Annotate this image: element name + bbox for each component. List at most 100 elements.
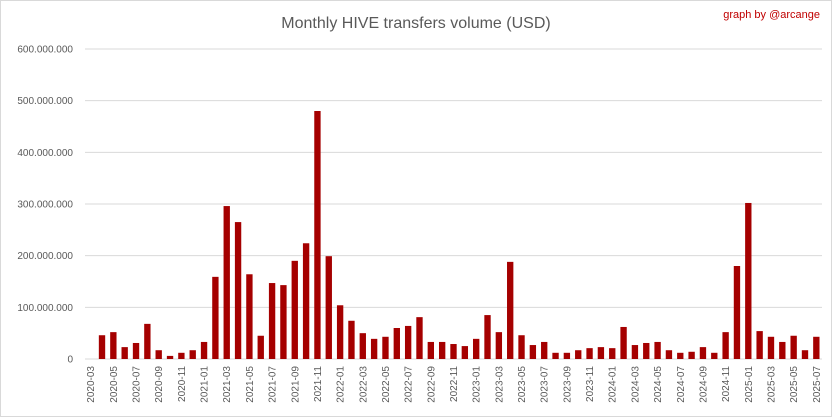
- bar: [257, 335, 264, 359]
- bar: [404, 325, 412, 359]
- bar: [382, 336, 389, 359]
- bar: [733, 266, 741, 359]
- bar: [711, 352, 718, 359]
- bar: [166, 355, 174, 359]
- bar: [654, 341, 661, 359]
- bar: [132, 342, 140, 359]
- bar: [234, 222, 242, 359]
- x-tick-label: 2024-07: [676, 366, 687, 403]
- x-tick-label: 2023-07: [540, 366, 551, 403]
- bar: [495, 332, 503, 359]
- bar: [212, 276, 219, 359]
- bar: [438, 341, 446, 359]
- x-tick-label: 2022-09: [426, 366, 437, 403]
- bar: [541, 341, 548, 359]
- bar: [722, 332, 729, 359]
- x-tick-label: 2020-07: [132, 366, 143, 403]
- bar: [699, 347, 707, 359]
- bar: [280, 285, 287, 359]
- y-tick-label: 500.000.000: [17, 96, 73, 107]
- bar: [246, 274, 253, 359]
- bar: [552, 352, 559, 359]
- x-tick-label: 2025-01: [744, 366, 755, 403]
- bar: [416, 317, 423, 359]
- bar: [144, 323, 151, 359]
- bar: [756, 331, 763, 359]
- bar: [336, 305, 344, 359]
- x-tick-label: 2024-09: [698, 366, 709, 403]
- y-tick-label: 400.000.000: [17, 148, 73, 159]
- x-tick-label: 2021-11: [313, 366, 324, 402]
- y-tick-label: 100.000.000: [17, 303, 73, 314]
- x-tick-label: 2024-03: [630, 366, 641, 403]
- x-tick-label: 2025-07: [812, 366, 823, 403]
- x-tick-label: 2020-11: [177, 366, 188, 402]
- x-tick-label: 2021-05: [245, 366, 256, 403]
- bar: [393, 328, 400, 359]
- bar: [745, 202, 752, 359]
- x-tick-label: 2023-01: [472, 366, 483, 403]
- bar: [484, 315, 491, 359]
- bar: [790, 335, 797, 359]
- x-tick-label: 2022-07: [404, 366, 415, 403]
- x-tick-label: 2020-09: [154, 366, 165, 403]
- bar: [620, 326, 627, 359]
- bar: [314, 111, 321, 359]
- bar: [609, 348, 616, 359]
- bar: [586, 348, 593, 359]
- bar: [110, 332, 117, 359]
- bar: [359, 333, 366, 359]
- bar: [461, 346, 469, 359]
- x-tick-label: 2022-01: [336, 366, 347, 403]
- bar: [665, 350, 673, 359]
- bar: [677, 352, 684, 359]
- bar: [813, 336, 820, 359]
- bar: [631, 345, 639, 359]
- chart-title: Monthly HIVE transfers volume (USD): [281, 15, 550, 32]
- bar: [518, 335, 525, 359]
- bar: [643, 342, 650, 359]
- bar: [302, 243, 310, 359]
- x-tick-label: 2022-03: [358, 366, 369, 403]
- bar: [348, 320, 355, 359]
- x-tick-label: 2021-09: [290, 366, 301, 403]
- bar: [370, 338, 378, 359]
- bar: [223, 206, 230, 359]
- x-tick-label: 2022-11: [449, 366, 460, 402]
- x-tick-label: 2021-01: [200, 366, 211, 403]
- bar: [155, 350, 162, 359]
- y-tick-label: 0: [67, 355, 73, 366]
- bar: [575, 350, 582, 359]
- bar: [507, 261, 514, 359]
- bar: [597, 347, 605, 359]
- x-tick-label: 2024-01: [608, 366, 619, 403]
- x-tick-label: 2020-03: [86, 366, 97, 403]
- x-tick-label: 2021-07: [268, 366, 279, 403]
- x-tick-label: 2025-03: [766, 366, 777, 403]
- bar: [325, 256, 332, 359]
- bar: [268, 283, 276, 359]
- bar: [291, 260, 298, 359]
- x-tick-label: 2023-03: [494, 366, 505, 403]
- bar: [189, 350, 196, 359]
- x-tick-label: 2023-05: [517, 366, 528, 403]
- x-tick-label: 2021-03: [222, 366, 233, 403]
- x-tick-label: 2024-05: [653, 366, 664, 403]
- x-tick-label: 2023-11: [585, 366, 596, 402]
- y-tick-label: 300.000.000: [17, 200, 73, 211]
- bar: [473, 338, 480, 359]
- bar: [178, 352, 185, 359]
- bar: [98, 335, 106, 359]
- x-tick-label: 2025-05: [789, 366, 800, 403]
- bar: [688, 351, 695, 359]
- credit: graph by @arcange: [723, 9, 820, 21]
- y-tick-label: 600.000.000: [17, 45, 73, 56]
- bar: [563, 352, 571, 359]
- bar: [427, 341, 434, 359]
- x-tick-label: 2022-05: [381, 366, 392, 403]
- x-tick-label: 2023-09: [562, 366, 573, 403]
- bar: [450, 344, 457, 359]
- bar: [121, 347, 128, 359]
- bar: [801, 350, 809, 359]
